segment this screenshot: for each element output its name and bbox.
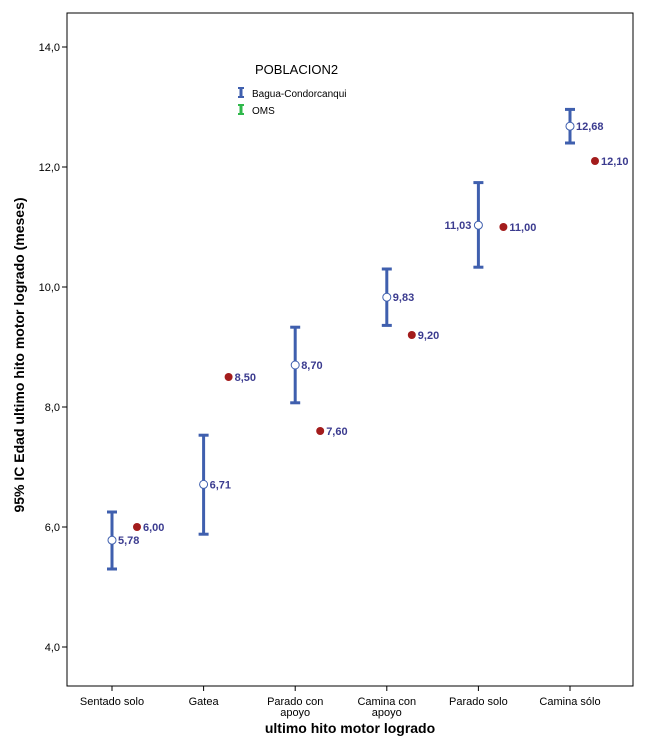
- oms-point: [224, 373, 233, 381]
- mean-point: [382, 292, 392, 302]
- oms-point: [591, 157, 599, 165]
- y-tick-label: 8,0: [45, 402, 60, 414]
- ci-bar-group: 11,03: [444, 181, 484, 269]
- legend-symbol-bagua: [238, 87, 244, 98]
- data-label: 6,71: [210, 479, 231, 491]
- plot-frame: [66, 12, 634, 687]
- oms-point: [407, 331, 416, 339]
- y-tick-label: 4,0: [45, 642, 60, 654]
- x-tick-label: Gatea: [189, 696, 220, 708]
- ci-bar-group: 8,70: [290, 325, 323, 405]
- data-label: 11,03: [444, 220, 471, 232]
- x-tick-label: Camina sólo: [539, 696, 600, 708]
- ci-bar-group: 12,68: [565, 107, 604, 145]
- legend-label: OMS: [252, 106, 275, 117]
- ci-bar-group: 5,78: [107, 510, 139, 571]
- x-tick-label: Parado con: [267, 696, 323, 708]
- data-label: 5,78: [118, 535, 139, 547]
- y-tick-label: 14,0: [39, 42, 60, 54]
- data-label: 7,60: [326, 426, 347, 438]
- oms-point: [316, 427, 325, 435]
- x-tick-label: Parado solo: [449, 696, 508, 708]
- data-label: 12,10: [601, 156, 629, 168]
- y-tick-label: 10,0: [39, 282, 60, 294]
- ci-bar-group: 9,83: [381, 267, 414, 327]
- data-label: 12,68: [576, 121, 604, 133]
- mean-point: [290, 360, 300, 370]
- legend-symbol-oms: [238, 104, 244, 115]
- mean-point: [473, 220, 483, 230]
- data-label: 9,20: [418, 330, 439, 342]
- data-label: 8,50: [235, 372, 256, 384]
- legend-title: POBLACION2: [255, 62, 338, 77]
- legend: POBLACION2 Bagua-Condorcanqui OMS: [238, 62, 347, 117]
- oms-point: [133, 523, 141, 531]
- ci-bar-group: 6,71: [198, 433, 231, 536]
- x-axis-title: ultimo hito motor logrado: [265, 720, 435, 736]
- data-label: 6,00: [143, 522, 164, 534]
- data-label: 11,00: [509, 222, 536, 234]
- x-tick-label: Camina con: [357, 696, 416, 708]
- mean-point: [199, 479, 209, 489]
- x-tick-label: apoyo: [372, 707, 402, 719]
- y-tick-label: 12,0: [39, 162, 60, 174]
- y-axis: 4,0 6,0 8,0 10,0 12,0 14,0: [39, 42, 67, 654]
- x-tick-label: Sentado solo: [80, 696, 144, 708]
- mean-point: [565, 121, 575, 131]
- data-label: 9,83: [393, 292, 414, 304]
- y-tick-label: 6,0: [45, 522, 60, 534]
- data-label: 8,70: [301, 360, 322, 372]
- mean-point: [107, 535, 117, 545]
- x-tick-label: apoyo: [280, 707, 310, 719]
- y-axis-title: 95% IC Edad ultimo hito motor logrado (m…: [11, 197, 27, 512]
- oms-point: [499, 223, 508, 231]
- chart-marks: 5,78 6,71 8,70 9,83 11,03 12,68 6,00 8,50 7,60 9,…: [107, 107, 629, 571]
- legend-label: Bagua-Condorcanqui: [252, 89, 347, 100]
